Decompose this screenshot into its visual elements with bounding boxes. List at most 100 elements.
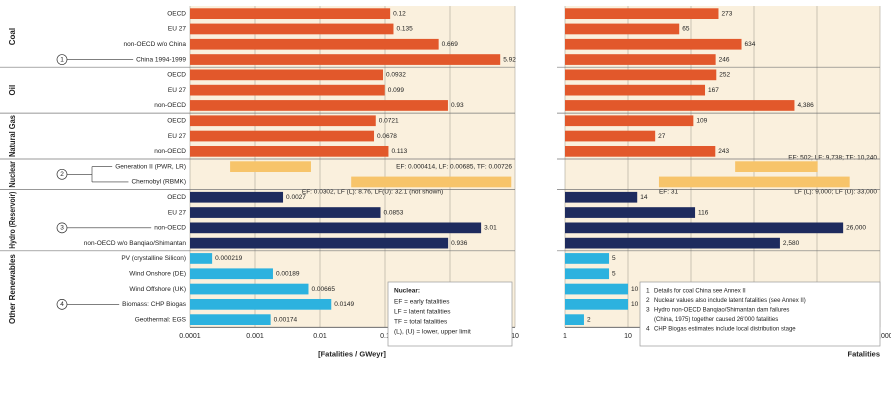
row-label: PV (crystalline Silicon) [121,255,186,262]
range-bar [230,161,311,173]
range-bar [735,161,818,173]
value-label: 0.00665 [311,286,335,293]
row-label: EU 27 [168,87,186,94]
legend-item: LF = latent fatalities [394,309,451,316]
bar [190,115,376,127]
row-label: non-OECD [154,148,186,155]
legend-title: Nuclear: [394,288,420,295]
value-label: 0.0149 [334,301,354,308]
row-label: non-OECD [154,102,186,109]
row-label: Geothermal: EGS [135,316,187,323]
legend-box [387,281,513,347]
bar [190,100,448,111]
range-bar [658,176,850,188]
note-marker [56,168,68,180]
note-number: 3 [60,225,64,232]
value-label: 0.0853 [384,209,404,216]
group-label: Hydro (Reservoir) [8,191,17,248]
row-label: OECD [167,72,186,79]
row-label: China 1994-1999 [136,56,186,63]
bar [190,130,375,142]
bar [565,268,610,280]
row-label: OECD [167,10,186,17]
bar [565,130,656,142]
annotation: EF: 0.0302, LF (L): 8.76, LF(U): 32.1 (n… [302,189,443,196]
row-label: EU 27 [168,26,186,33]
row-label: OECD [167,194,186,201]
row-label: EU 27 [168,209,186,216]
bar [565,207,696,218]
value-label: 5 [612,255,616,262]
value-label: 0.0721 [379,117,399,124]
bar [190,54,501,65]
value-label: 0.93 [451,102,464,109]
note-text: Hydro non-OECD Banqiao/Shimantan dam fai… [654,308,789,314]
bar [565,115,694,127]
value-label: 0.113 [391,148,407,155]
value-label: 0.00174 [274,316,298,323]
bar [190,222,482,234]
row-label: Biomass: CHP Biogas [122,301,187,308]
group-label: Other Renewables [8,254,17,324]
value-label: 0.00189 [276,270,300,277]
value-label: 0.669 [442,41,459,48]
bar [565,54,716,65]
bar [190,8,391,20]
note-number: 1 [60,56,64,63]
annotation: EF: 0.000414, LF: 0.00685, TF: 0.00726 [396,163,512,170]
bar [565,298,628,310]
note-text: Details for coal China see Annex II [654,289,746,295]
row-label: OECD [167,117,186,124]
group-label: Nuclear [8,161,17,188]
value-label: 116 [698,209,709,216]
bar [190,207,381,218]
note-marker [56,222,68,234]
bar [565,283,628,295]
value-label: 2 [587,316,591,323]
note-text: CHP Biogas estimates include local distr… [654,327,796,333]
value-label: 109 [696,117,707,124]
value-label: 0.0932 [386,72,406,79]
row-label: Generation II (PWR, LR) [115,163,186,170]
bar [565,314,584,326]
annotation: EF: 31 [659,189,679,196]
bar [190,298,332,310]
value-label: 3.01 [484,225,497,232]
notes-box [639,281,881,347]
value-label: 273 [721,10,732,17]
value-label: 634 [745,41,756,48]
value-label: 0.135 [396,26,413,33]
value-label: 10 [631,301,639,308]
group-label: Coal [8,28,17,45]
x-axis-title: [Fatalities / GWeyr] [318,349,386,358]
x-axis-title: Fatalities [847,349,880,358]
x-tick-label: 0.001 [246,333,264,340]
group-label: Natural Gas [8,115,17,157]
row-label: Chernobyl (RBMK) [131,179,186,186]
note-number: 4 [646,326,650,333]
row-label: Wind Offshore (UK) [129,286,186,293]
note-number: 1 [646,288,650,295]
note-text: (China, 1975) together caused 26'000 fat… [654,317,778,323]
row-label: non-OECD w/o Banqiao/Shimantan [84,240,187,247]
bar [190,283,309,295]
value-label: 243 [718,148,729,155]
legend-item: EF = early fatalities [394,299,450,306]
bar [190,38,439,50]
row-label: EU 27 [168,133,186,140]
bar [190,268,273,280]
annotation: EF: 502; LF: 9,738; TF: 10,240 [788,154,877,161]
bar [565,253,610,264]
value-label: 0.936 [451,240,468,247]
legend-item: (L), (U) = lower, upper limit [394,329,471,336]
row-label: non-OECD [154,225,186,232]
x-tick-label: 1 [563,333,567,340]
bar [565,69,717,81]
value-label: 0.099 [388,87,405,94]
row-label: Wind Onshore (DE) [129,270,186,277]
bar [190,191,284,203]
bar [565,38,742,50]
value-label: 246 [719,56,730,63]
value-label: 252 [719,72,730,79]
group-label: Oil [8,85,17,96]
